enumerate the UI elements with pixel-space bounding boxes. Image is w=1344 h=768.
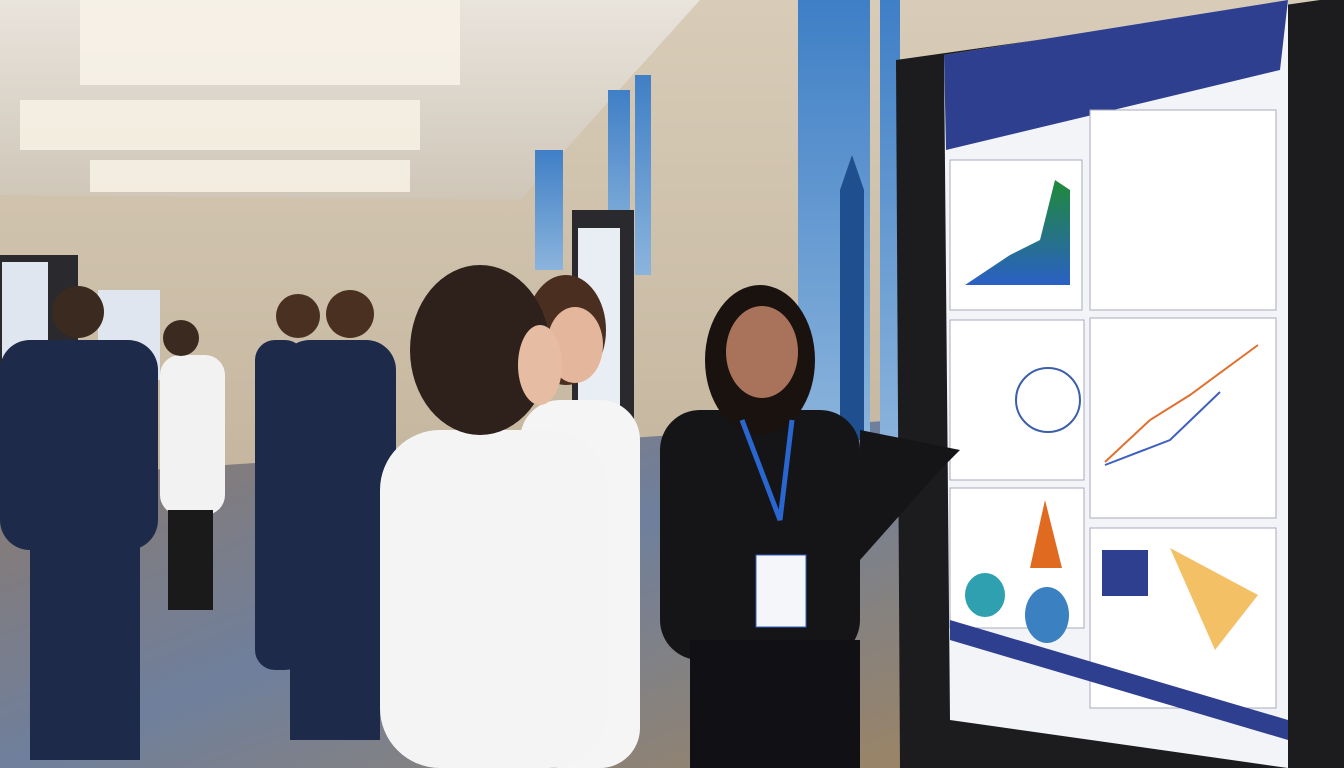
diagram-illustration xyxy=(965,573,1005,617)
chart-illustration xyxy=(1104,344,1259,463)
poster-panel xyxy=(1089,109,1277,311)
diagram-illustration xyxy=(1015,367,1081,433)
poster-stripe xyxy=(950,620,1288,740)
banner xyxy=(880,0,900,450)
chart-illustration xyxy=(1104,391,1221,466)
poster-panel xyxy=(1089,317,1277,519)
chart-illustration xyxy=(1170,548,1258,650)
diagram-illustration xyxy=(1030,500,1062,568)
poster-block xyxy=(1102,550,1148,596)
diagram-illustration xyxy=(1025,587,1069,643)
tower-illustration xyxy=(840,155,864,440)
crowd xyxy=(0,286,396,760)
banner xyxy=(635,75,651,275)
ceiling-light xyxy=(90,160,410,192)
banner xyxy=(535,150,563,270)
ceiling-light xyxy=(20,100,420,150)
presenter xyxy=(660,285,960,768)
chart-illustration xyxy=(965,180,1070,285)
poster-header xyxy=(944,0,1288,150)
student xyxy=(380,265,608,768)
ceiling-light xyxy=(80,0,460,85)
